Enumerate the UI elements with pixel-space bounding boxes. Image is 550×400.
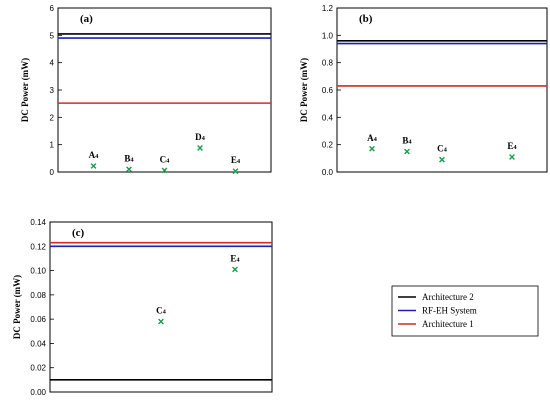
data-point-c4 xyxy=(161,167,168,174)
data-point-e4 xyxy=(232,266,238,273)
y-tick-label: 1 xyxy=(50,141,55,150)
data-point-label: C4 xyxy=(160,154,171,164)
legend-label: RF-EH System xyxy=(422,306,477,316)
panel-tag: (a) xyxy=(80,13,93,25)
data-point-a4 xyxy=(90,163,97,169)
y-tick-label: 2 xyxy=(50,113,55,122)
chart-panel-1: 0 1 2 3 4 5 6 DC Power (mW) (a) A4 B4 C4 D4 E4 xyxy=(20,4,272,177)
data-point-d4 xyxy=(197,145,203,151)
legend-item: RF-EH System xyxy=(398,306,477,316)
y-tick-label: 0.02 xyxy=(30,364,46,373)
data-point-label: E4 xyxy=(230,253,240,263)
y-tick-label: 1.2 xyxy=(322,4,334,13)
data-point-c4 xyxy=(439,156,445,163)
y-tick-label: 0.06 xyxy=(30,315,46,324)
legend-label: Architecture 2 xyxy=(422,292,474,302)
y-tick-label: 0 xyxy=(50,168,55,177)
y-tick-label: 1.0 xyxy=(322,31,334,40)
y-tick-label: 0.0 xyxy=(322,168,334,177)
data-point-b4 xyxy=(126,166,132,173)
data-point-label: A4 xyxy=(89,150,100,160)
y-tick-label: 0.00 xyxy=(30,388,46,397)
data-point-label: C4 xyxy=(156,306,167,316)
panel-tag: (b) xyxy=(359,13,373,25)
plot-frame xyxy=(49,221,273,393)
legend: Architecture 2 RF-EH System Architecture 1 xyxy=(391,285,539,337)
y-tick-label: 4 xyxy=(50,59,55,68)
y-tick-label: 3 xyxy=(50,86,55,95)
data-point-label: C4 xyxy=(437,144,448,154)
data-point-e4 xyxy=(509,154,515,160)
y-tick-label: 0.2 xyxy=(322,141,334,150)
y-tick-label: 0.08 xyxy=(30,291,46,300)
data-point-label: E4 xyxy=(507,141,517,151)
data-point-b4 xyxy=(404,148,410,155)
legend-item: Architecture 2 xyxy=(398,292,474,302)
y-tick-label: 0.4 xyxy=(322,113,334,122)
y-tick-label: 0.8 xyxy=(322,59,334,68)
legend-box xyxy=(391,285,539,337)
data-point-label: E4 xyxy=(231,155,241,165)
y-tick-label: 0.6 xyxy=(322,86,334,95)
chart-panel-3: 0.00 0.02 0.04 0.06 0.08 0.10 0.12 0.14 DC Power… xyxy=(12,218,273,397)
y-axis-title: DC Power (mW) xyxy=(299,58,309,122)
data-point-c4 xyxy=(158,318,164,325)
legend-item: Architecture 1 xyxy=(398,319,474,329)
y-tick-label: 0.10 xyxy=(30,267,46,276)
chart-panel-2: 0.0 0.2 0.4 0.6 0.8 1.0 1.2 DC Power (mW) (b) A4 B… xyxy=(299,4,548,177)
data-point-e4 xyxy=(232,168,239,175)
y-tick-label: 0.12 xyxy=(30,242,46,251)
legend-label: Architecture 1 xyxy=(422,319,474,329)
y-tick-label: 0.04 xyxy=(30,339,46,348)
panel-tag: (c) xyxy=(72,227,85,239)
plot-frame xyxy=(57,7,272,173)
data-point-a4 xyxy=(369,145,375,152)
y-axis-title: DC Power (mW) xyxy=(20,58,30,122)
data-point-label: A4 xyxy=(367,133,378,143)
y-tick-label: 0.14 xyxy=(30,218,46,227)
y-tick-label: 5 xyxy=(50,31,55,40)
y-axis-title: DC Power (mW) xyxy=(12,275,22,339)
data-point-label: B4 xyxy=(402,136,412,146)
data-point-label: D4 xyxy=(195,132,206,142)
data-point-label: B4 xyxy=(124,153,134,163)
y-tick-label: 6 xyxy=(50,4,55,13)
